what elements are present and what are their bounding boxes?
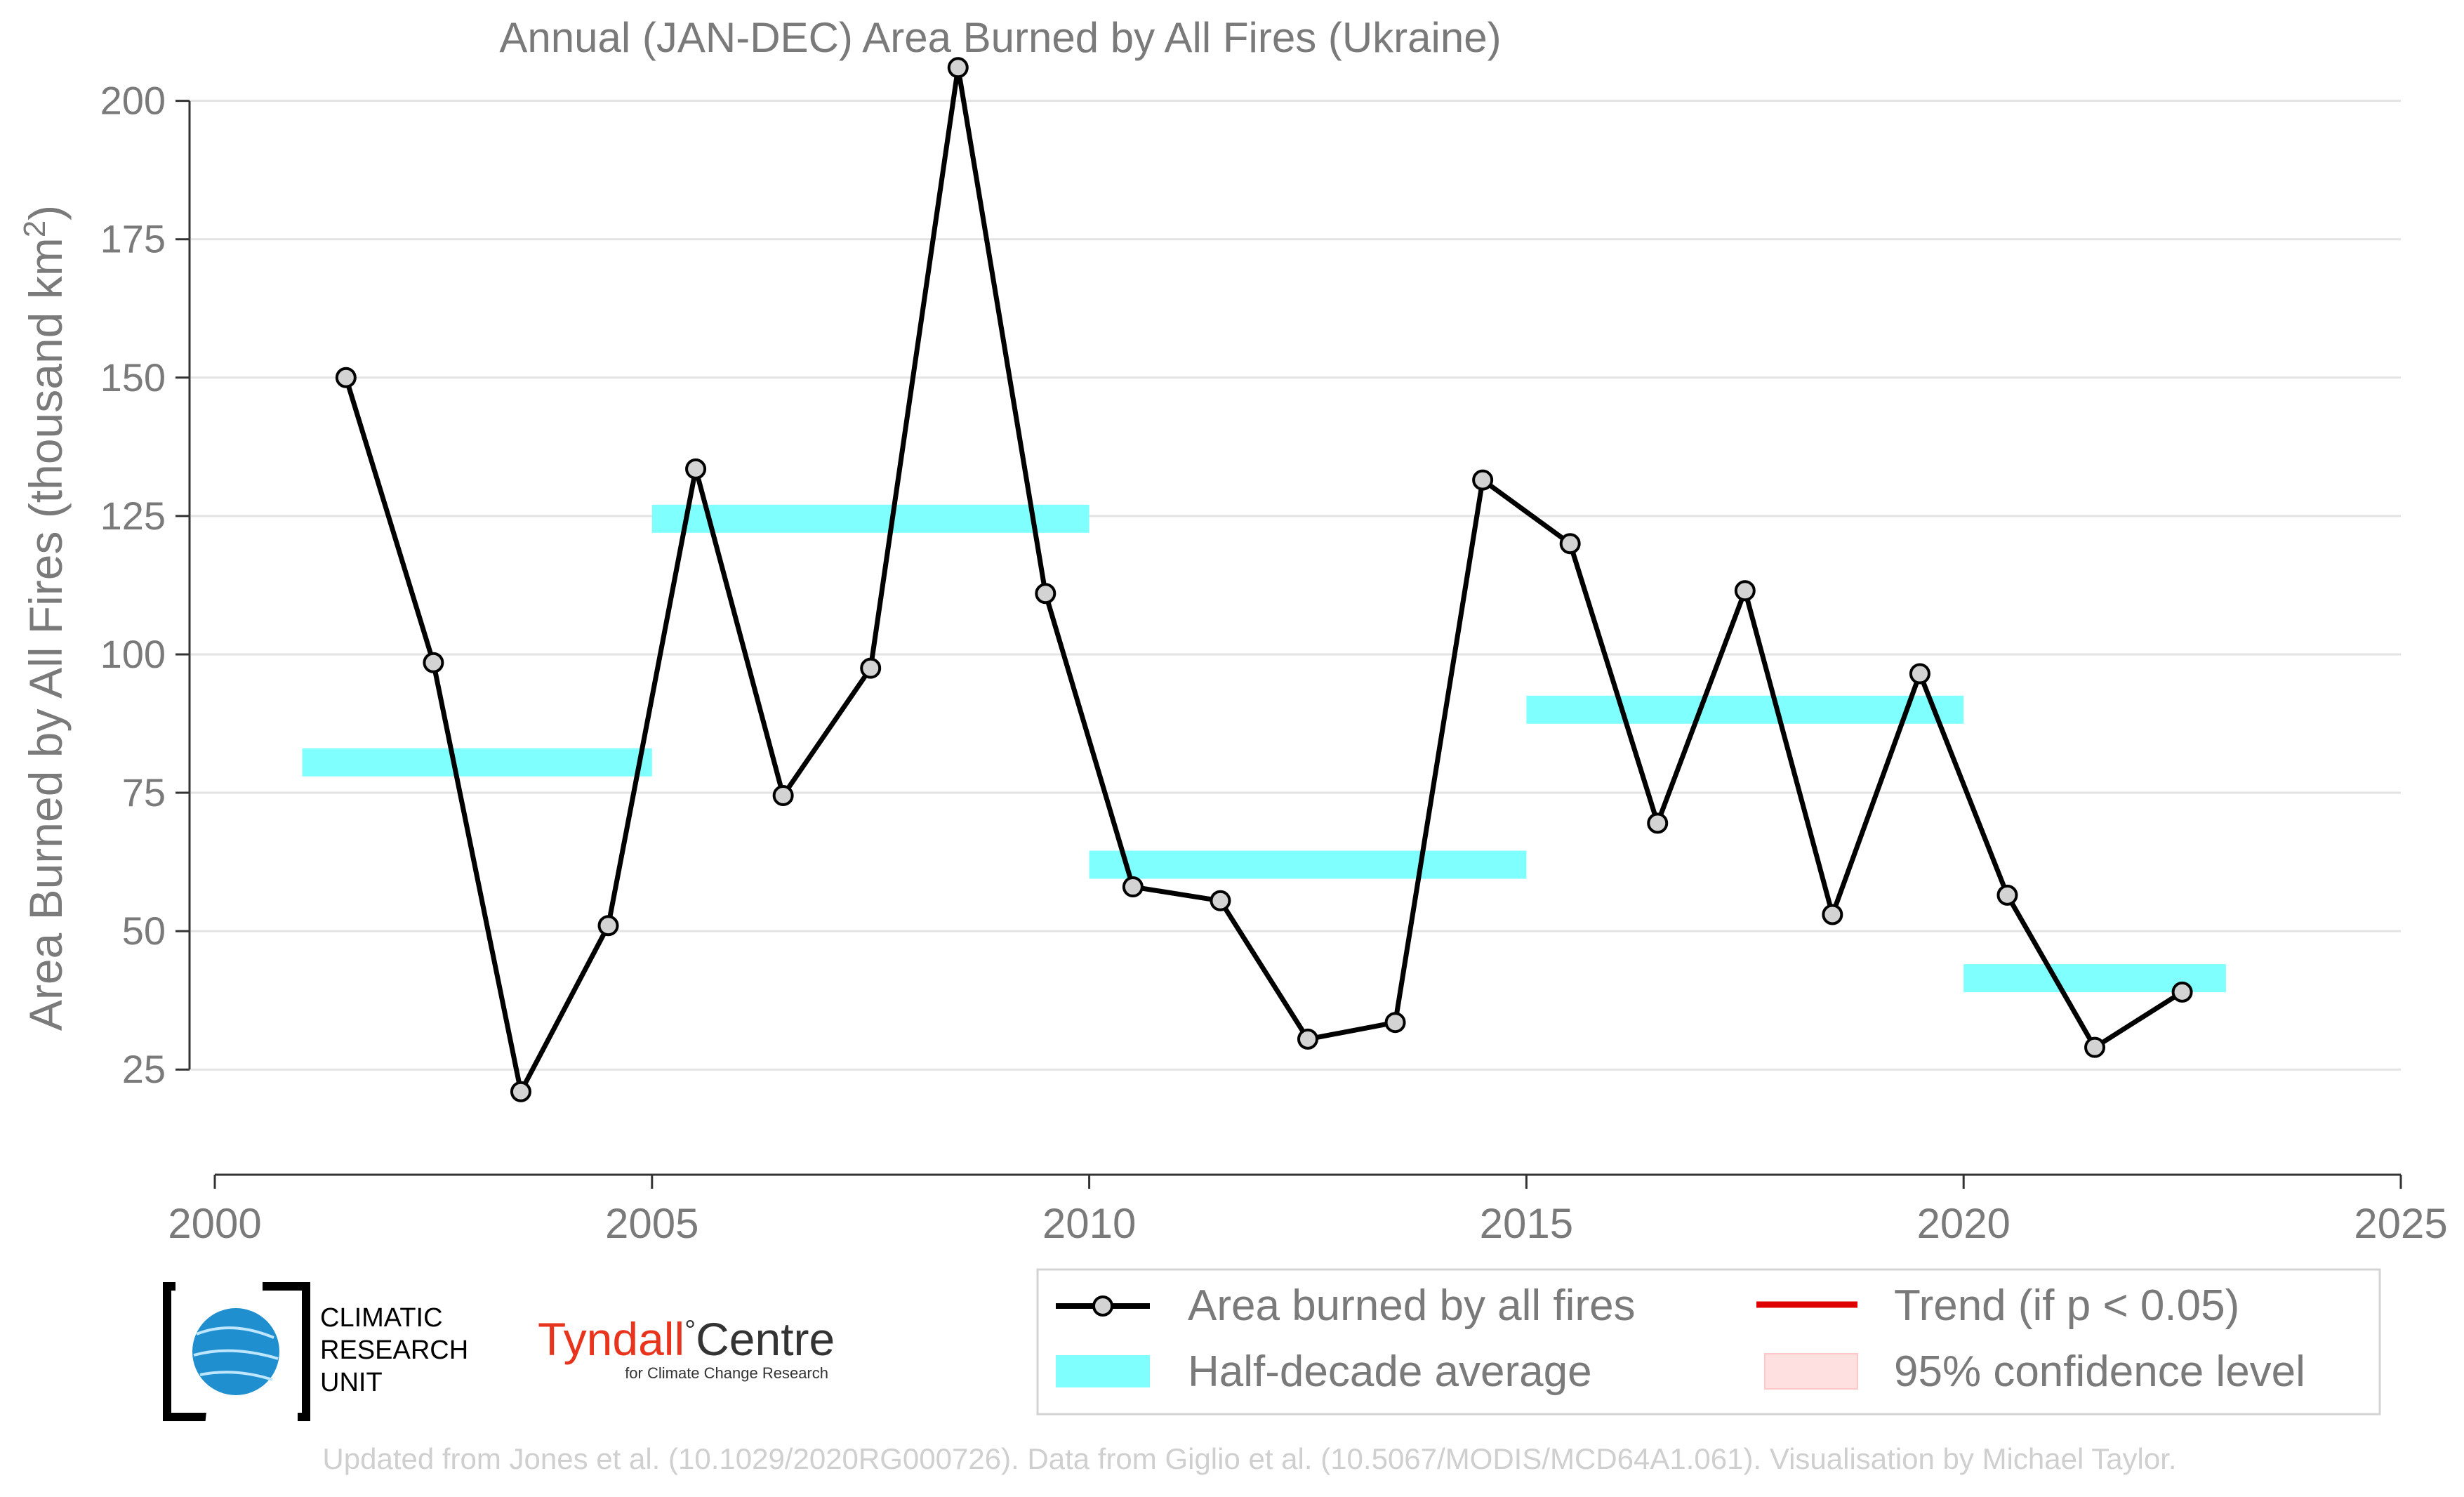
cru-line-2: RESEARCH — [320, 1336, 468, 1365]
y-axis-label-text: Area Burned by All Fires (thousand km — [20, 237, 72, 1031]
y-axis-label: Area Burned by All Fires (thousand km2) — [18, 205, 72, 1031]
data-point — [1822, 904, 1843, 925]
data-point — [772, 784, 794, 806]
chart-title: Annual (JAN-DEC) Area Burned by All Fire… — [499, 14, 1501, 61]
tyndall-centre-word: Centre — [696, 1313, 835, 1365]
footer-credits: Updated from Jones et al. (10.1029/2020R… — [322, 1442, 2176, 1475]
data-point — [1996, 884, 2018, 906]
x-tick-label: 2010 — [1042, 1200, 1136, 1247]
legend-series-marker-swatch — [1092, 1295, 1113, 1317]
data-point — [685, 458, 707, 480]
y-tick-label: 125 — [100, 494, 166, 538]
data-point — [1472, 469, 1494, 491]
data-point — [1035, 583, 1057, 605]
data-point — [2171, 981, 2193, 1003]
legend-label-confidence: 95% confidence level — [1894, 1347, 2305, 1396]
series-line-area-burned — [343, 65, 2184, 1095]
data-point — [423, 652, 444, 673]
tyndall-subtitle: for Climate Change Research — [625, 1364, 828, 1382]
tyndall-degree: ° — [684, 1315, 696, 1346]
x-tick-label: 2005 — [605, 1200, 698, 1247]
y-axis-label-suffix: ) — [20, 205, 72, 220]
x-tick-label: 2000 — [168, 1200, 261, 1247]
half-decade-bands — [302, 504, 2226, 993]
data-point — [1122, 876, 1144, 898]
legend-box — [1036, 1268, 2381, 1416]
tyndall-wordmark: Tyndall°Centre — [538, 1313, 835, 1365]
axes: 25 50 75 100 125 150 175 200 2000 2005 2010 2015 202… — [100, 79, 2448, 1247]
legend: Area burned by all fires Trend (if p < 0… — [1036, 1268, 2381, 1416]
data-point — [1909, 663, 1930, 685]
y-tick-label: 100 — [100, 632, 166, 676]
tyndall-logo: Tyndall°Centre for Climate Change Resear… — [538, 1313, 835, 1382]
x-tick-label: 2020 — [1916, 1200, 2010, 1247]
cru-logo-frame — [163, 1282, 310, 1421]
cru-logo: CLIMATIC RESEARCH UNIT — [163, 1278, 468, 1427]
data-point — [1384, 1012, 1406, 1034]
legend-label-series: Area burned by all fires — [1188, 1281, 1636, 1330]
half-decade-band — [651, 504, 1089, 533]
y-tick-label: 25 — [122, 1047, 166, 1091]
y-tick-label: 150 — [100, 355, 166, 400]
grid-lines — [191, 100, 2401, 1071]
legend-entry-series: Area burned by all fires — [1056, 1281, 1636, 1330]
tyndall-name: Tyndall — [538, 1313, 684, 1365]
data-point — [947, 57, 969, 79]
data-point — [597, 915, 619, 937]
series-line-layer — [343, 65, 2184, 1095]
legend-half-decade-swatch — [1056, 1355, 1150, 1387]
y-tick-label: 200 — [100, 79, 166, 123]
cru-line-3: UNIT — [320, 1368, 383, 1397]
y-tick-label: 175 — [100, 217, 166, 261]
cru-logo-globe-lines — [193, 1326, 279, 1381]
legend-label-trend: Trend (if p < 0.05) — [1894, 1281, 2239, 1330]
data-point — [1647, 812, 1669, 834]
legend-label-half-decade: Half-decade average — [1188, 1347, 1592, 1396]
legend-entry-half-decade: Half-decade average — [1056, 1347, 1592, 1396]
data-point — [510, 1081, 531, 1102]
y-axis-label-superscript: 2 — [18, 220, 52, 237]
series-markers — [335, 57, 2193, 1102]
y-tick-label: 75 — [122, 770, 166, 815]
half-decade-band — [1526, 695, 1964, 724]
half-decade-band — [1089, 850, 1527, 879]
data-point — [860, 657, 882, 679]
legend-confidence-swatch — [1764, 1353, 1858, 1390]
y-tick-label: 50 — [122, 909, 166, 953]
data-point — [2084, 1036, 2106, 1058]
x-tick-label: 2025 — [2354, 1200, 2447, 1247]
data-point — [1297, 1028, 1318, 1050]
data-point — [1734, 580, 1756, 602]
half-decade-band — [302, 748, 652, 777]
data-point — [335, 367, 357, 388]
legend-entry-trend: Trend (if p < 0.05) — [1756, 1281, 2239, 1330]
legend-entry-confidence: 95% confidence level — [1764, 1347, 2305, 1396]
data-point — [1210, 890, 1231, 911]
cru-line-1: CLIMATIC — [320, 1303, 443, 1333]
data-point — [1559, 533, 1581, 555]
x-tick-label: 2015 — [1480, 1200, 1573, 1247]
